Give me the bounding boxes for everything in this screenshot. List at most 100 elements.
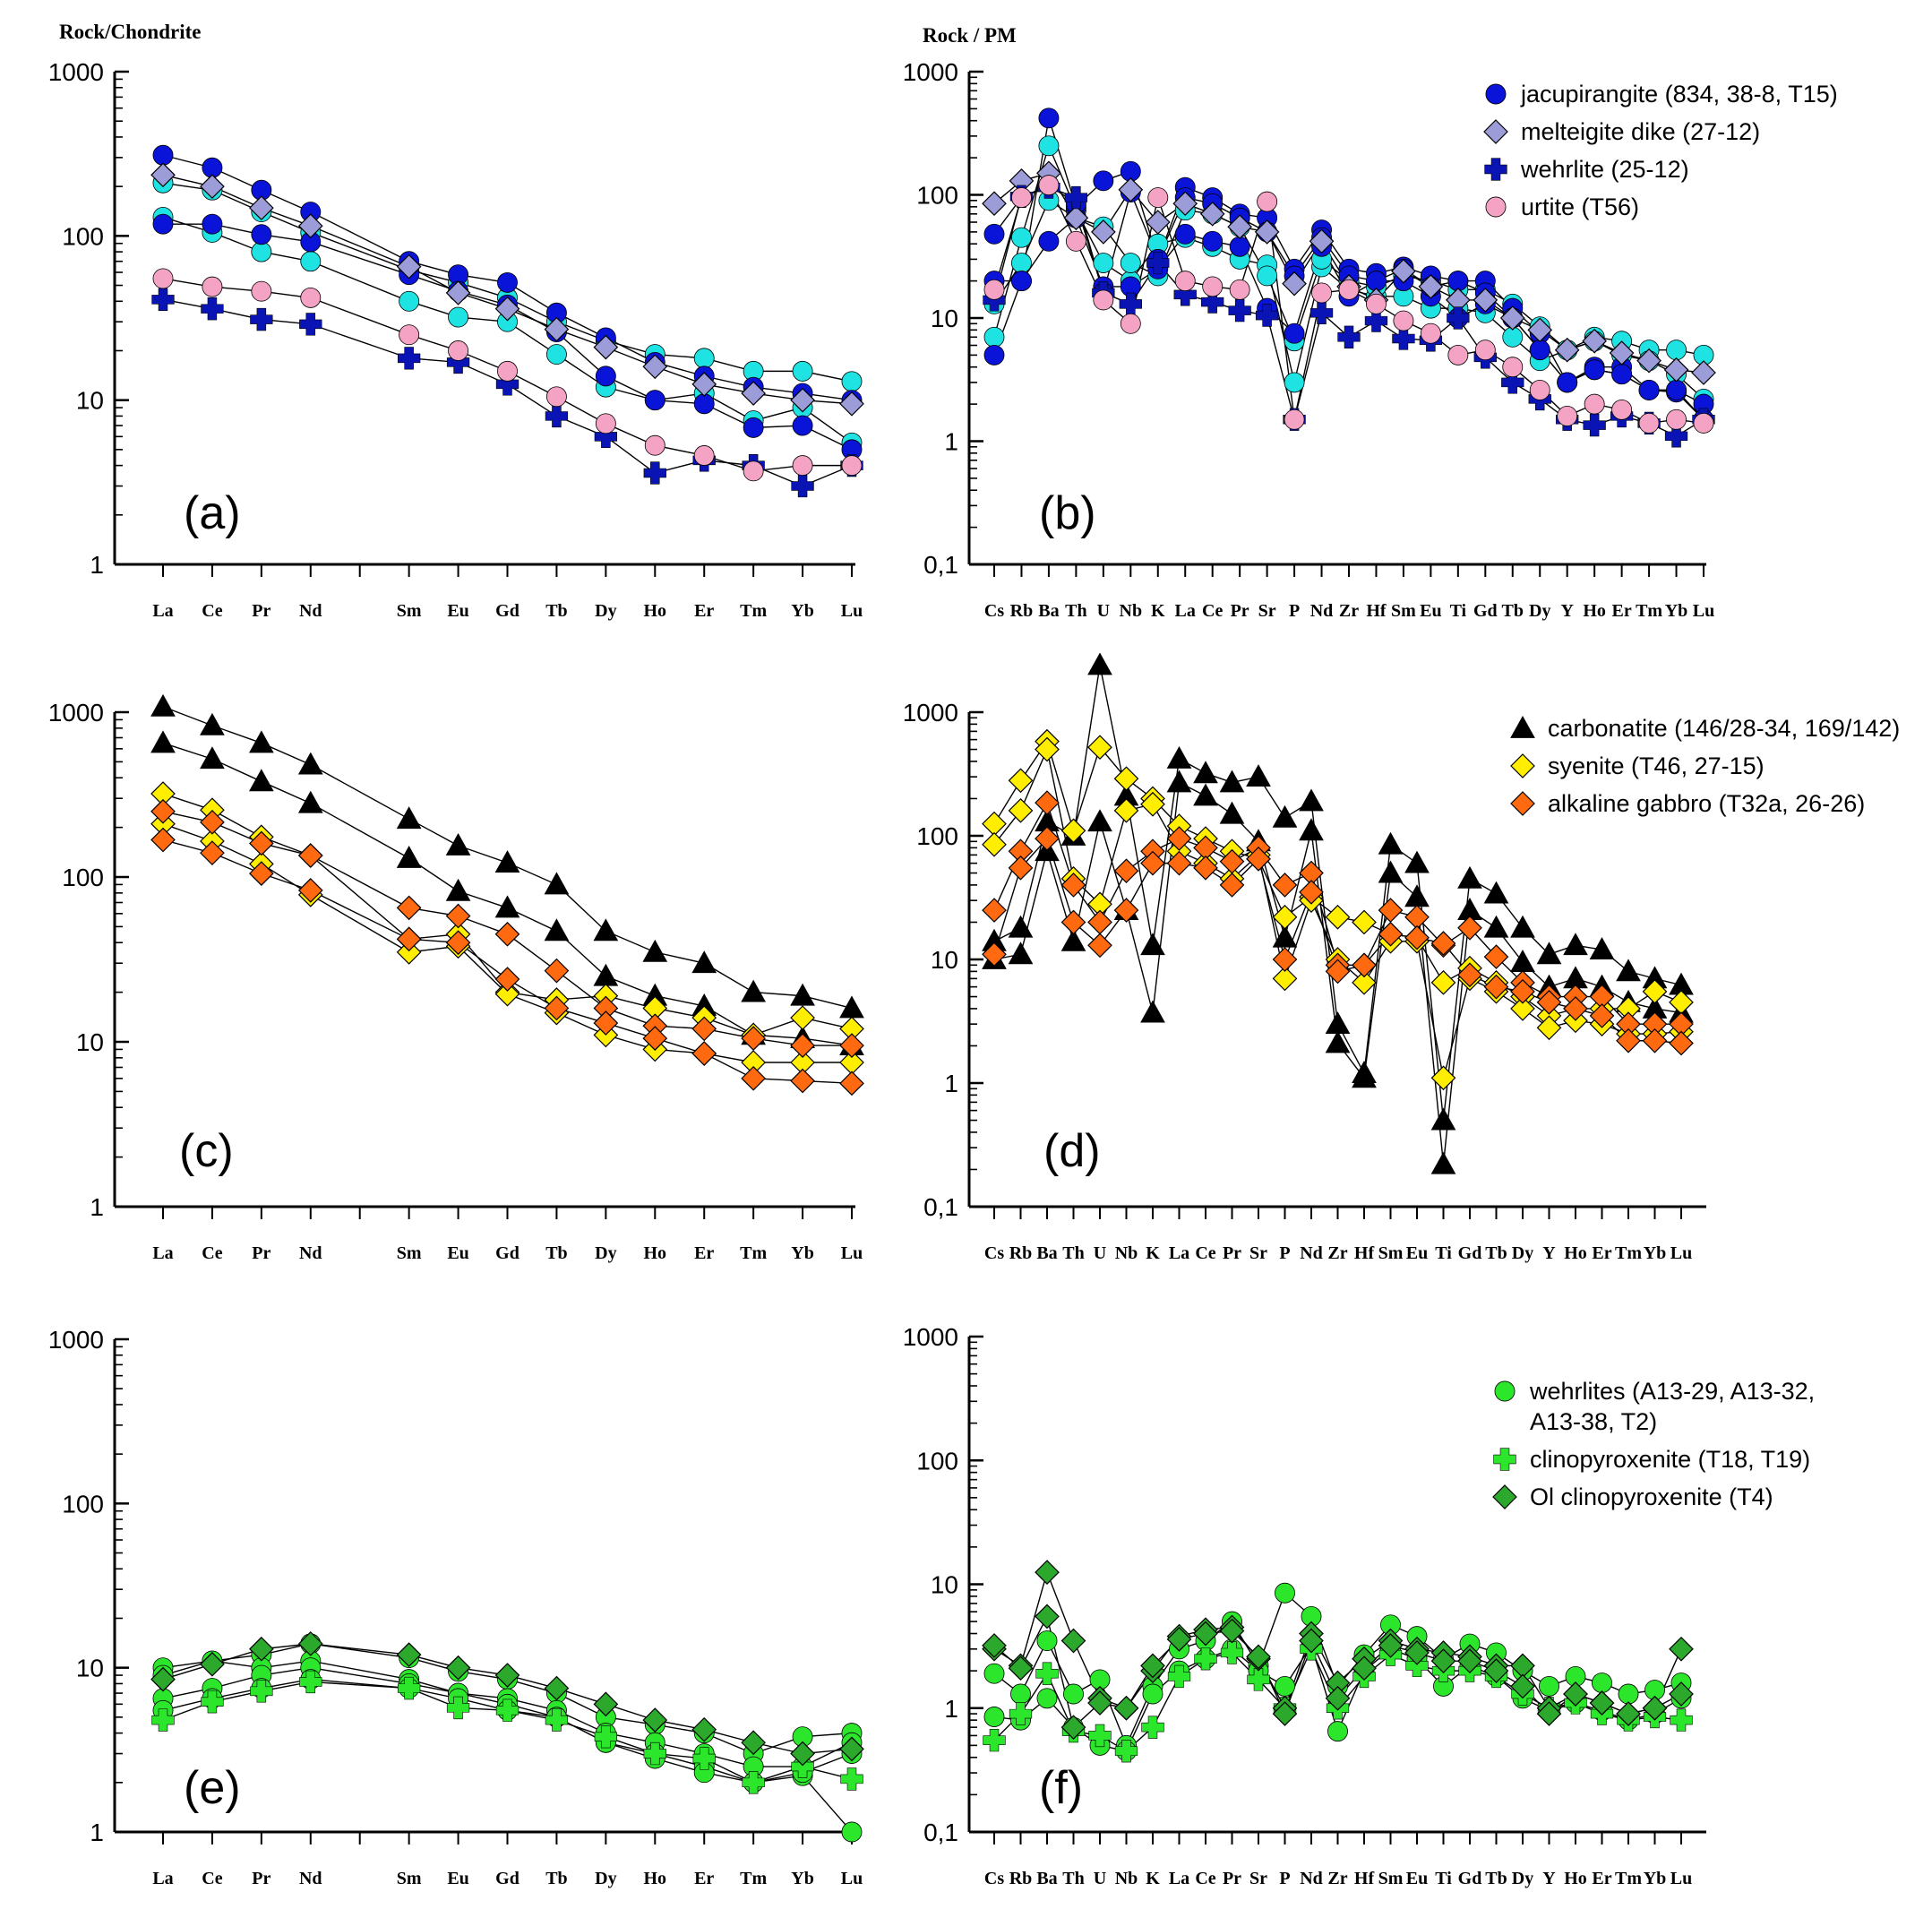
legend-label: alkaline gabbro (T32a, 26-26) [1548, 790, 1865, 817]
legend-label: urtite (T56) [1521, 193, 1639, 220]
x-tick-label: Er [694, 1869, 714, 1888]
data-point [1502, 357, 1524, 378]
x-tick-label: U [1094, 1869, 1106, 1888]
data-point [1166, 1626, 1192, 1652]
data-point [982, 811, 1007, 837]
data-point [1145, 210, 1171, 235]
x-tick-label: Tm [1636, 601, 1662, 621]
data-point [1140, 933, 1165, 956]
data-point [1219, 1618, 1245, 1644]
x-tick-label: Zr [1327, 1869, 1347, 1888]
data-point [1638, 379, 1660, 400]
data-point [1011, 253, 1032, 273]
data-point [1474, 340, 1496, 361]
x-tick-label: Yb [1644, 1243, 1667, 1263]
y-tick-label: 100 [916, 182, 958, 210]
data-point [494, 981, 520, 1007]
data-point [1378, 921, 1404, 947]
x-tick-label: Eu [1420, 601, 1441, 621]
x-tick-label: Pr [252, 601, 270, 621]
legend-marker [1484, 158, 1507, 181]
data-point [1642, 1695, 1668, 1721]
x-tick-label: Sm [1391, 601, 1416, 621]
panel-label: (b) [1039, 487, 1096, 539]
data-point [691, 1041, 717, 1066]
x-tick-label: Y [1560, 601, 1574, 621]
data-point [1309, 228, 1335, 254]
data-point [1611, 399, 1633, 420]
data-point [1430, 1107, 1456, 1131]
panel-c: 1 10 100 1000 La Ce Pr Nd Sm Eu Gd Tb Dy Ho Er Tm Yb Lu (c… [48, 693, 864, 1263]
data-point [692, 1747, 716, 1770]
data-point [1536, 1015, 1562, 1041]
data-point [1589, 1003, 1615, 1028]
data-point [1113, 766, 1139, 792]
data-point [1430, 1151, 1456, 1174]
data-point [1557, 372, 1578, 393]
data-point [1227, 214, 1253, 240]
x-tick-label: Er [694, 1243, 714, 1263]
data-point [1391, 258, 1416, 284]
x-tick-label: Er [1612, 601, 1632, 621]
data-point [1299, 788, 1324, 812]
data-point [1087, 735, 1112, 761]
data-point [1201, 290, 1224, 314]
data-point [544, 1675, 570, 1701]
x-tick-label: Th [1062, 1869, 1084, 1888]
x-tick-label: Lu [1670, 1869, 1692, 1888]
x-tick-label: P [1279, 1869, 1290, 1888]
legend: wehrlites (A13-29, A13-32, A13-38, T2) cli… [1492, 1378, 1815, 1510]
data-point [1611, 364, 1633, 385]
legend-marker [1485, 196, 1507, 218]
data-point [982, 942, 1007, 967]
data-point [494, 1663, 520, 1688]
x-tick-label: Ce [1195, 1243, 1215, 1263]
data-point [1563, 996, 1588, 1021]
x-tick-label: Dy [1529, 601, 1550, 621]
x-tick-label: Gd [1473, 601, 1498, 621]
x-tick-label: Sr [1249, 1869, 1267, 1888]
x-tick-label: Ce [202, 1869, 222, 1888]
data-point [1536, 1701, 1562, 1726]
data-point [642, 939, 668, 962]
data-point [251, 224, 272, 245]
data-point [150, 162, 176, 188]
data-point [1166, 770, 1192, 793]
x-tick-label: Ce [202, 1243, 222, 1263]
data-point [150, 730, 176, 753]
x-tick-label: Nd [1310, 601, 1334, 621]
data-point [202, 213, 223, 235]
data-point [691, 950, 717, 974]
data-point [1229, 236, 1250, 257]
data-point [202, 276, 223, 297]
data-point [1378, 831, 1404, 855]
data-point [1255, 304, 1279, 327]
legend-label: melteigite dike (27-12) [1521, 118, 1760, 145]
x-tick-label: Yb [791, 601, 814, 621]
x-tick-label: Eu [447, 601, 468, 621]
panel-f: 0,1 1 10 100 1000 Cs Rb Ba Th U Nb K La Ce Pr Sr P Nd Zr Hf… [903, 1323, 1815, 1888]
data-point [1060, 1628, 1086, 1654]
data-point [150, 693, 176, 717]
x-tick-label: La [152, 1243, 173, 1263]
data-point [741, 979, 766, 1002]
data-point [792, 360, 813, 382]
y-tick-label: 10 [931, 1571, 958, 1599]
data-point [790, 983, 815, 1006]
legend-marker [1485, 83, 1507, 105]
data-point [297, 878, 323, 903]
data-point [983, 1728, 1006, 1752]
data-point [249, 769, 274, 792]
data-point [1272, 873, 1298, 898]
x-tick-label: Yb [791, 1243, 814, 1263]
data-point [1404, 850, 1430, 873]
data-point [200, 712, 225, 735]
data-point [152, 144, 174, 166]
data-point [644, 390, 665, 411]
data-point [249, 830, 274, 856]
data-point [1299, 1628, 1324, 1654]
x-tick-label: Tm [740, 1243, 767, 1263]
x-tick-label: Ba [1036, 1869, 1057, 1888]
data-point [1284, 322, 1305, 344]
legend-label: clinopyroxenite (T18, T19) [1530, 1446, 1810, 1473]
